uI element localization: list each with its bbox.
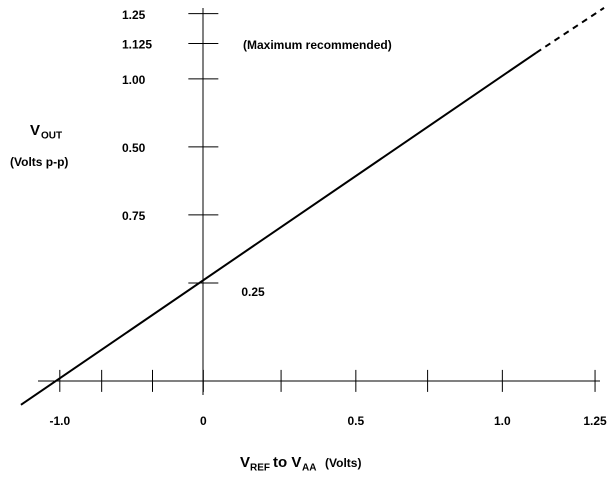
- x-label-main: V: [240, 454, 250, 471]
- y-label-sub: OUT: [41, 131, 62, 142]
- x-tick-label: 1.25: [583, 414, 607, 428]
- y-tick-label: 1.125: [122, 38, 152, 52]
- y-label-main: V: [30, 122, 40, 139]
- y-tick-label: 0.75: [122, 209, 146, 223]
- x-label-sub: REF: [250, 463, 270, 474]
- y-tick-label: 0.50: [122, 141, 146, 155]
- y-tick-label: 0.25: [241, 285, 265, 299]
- x-label-note: (Volts): [325, 456, 361, 470]
- x-tick-label: -1.0: [49, 414, 70, 428]
- annotation: (Maximum recommended): [243, 38, 392, 52]
- line-solid: [20, 51, 537, 406]
- x-tick-label: 1.0: [494, 414, 511, 428]
- y-tick-label: 1.25: [122, 8, 146, 22]
- x-label-main: to V: [273, 454, 301, 471]
- y-label-note: (Volts p-p): [10, 155, 68, 169]
- x-label-sub: AA: [302, 463, 316, 474]
- line-dashed: [535, 7, 605, 54]
- y-tick-label: 1.00: [122, 73, 146, 87]
- x-tick-label: 0.5: [347, 414, 364, 428]
- x-tick-label: 0: [200, 414, 207, 428]
